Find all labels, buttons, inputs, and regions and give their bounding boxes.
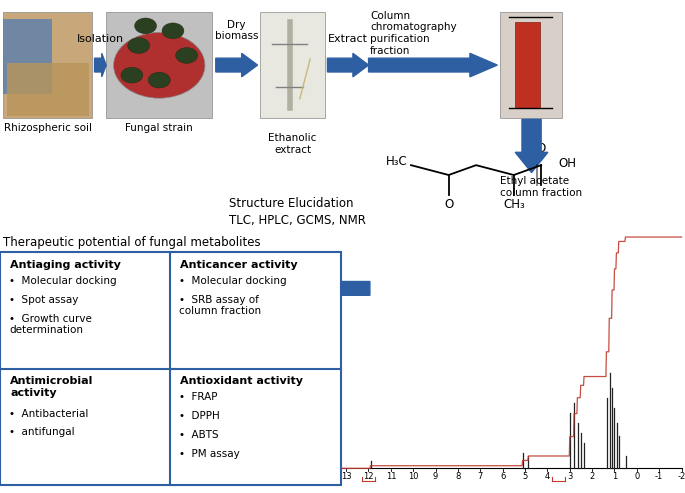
- Text: 8: 8: [456, 472, 460, 481]
- Text: Column
chromatography
purification
fraction: Column chromatography purification fract…: [370, 11, 456, 56]
- Text: 14: 14: [319, 472, 329, 481]
- Text: Structure Elucidation
TLC, HPLC, GCMS, NMR: Structure Elucidation TLC, HPLC, GCMS, N…: [229, 197, 366, 227]
- Text: Therapeutic potential of fungal metabolites: Therapeutic potential of fungal metaboli…: [3, 236, 261, 249]
- Text: Antiaging activity: Antiaging activity: [10, 260, 121, 270]
- Text: •  SRB assay of
column fraction: • SRB assay of column fraction: [179, 295, 261, 316]
- FancyBboxPatch shape: [500, 12, 562, 118]
- Text: 5: 5: [523, 472, 527, 481]
- Text: 13: 13: [341, 472, 351, 481]
- FancyBboxPatch shape: [3, 19, 53, 94]
- Text: Extract: Extract: [328, 35, 368, 44]
- Circle shape: [121, 68, 142, 83]
- Text: •  Antibacterial: • Antibacterial: [9, 409, 88, 419]
- Circle shape: [148, 72, 170, 88]
- Text: O: O: [536, 142, 546, 155]
- FancyBboxPatch shape: [106, 12, 212, 118]
- Text: Fungal strain: Fungal strain: [125, 123, 192, 133]
- Text: O: O: [444, 198, 453, 211]
- FancyBboxPatch shape: [170, 369, 341, 485]
- FancyBboxPatch shape: [260, 12, 325, 118]
- Text: 12: 12: [363, 472, 374, 481]
- Text: 4: 4: [545, 472, 550, 481]
- FancyBboxPatch shape: [3, 12, 92, 118]
- FancyBboxPatch shape: [515, 22, 540, 108]
- Text: •  antifungal: • antifungal: [9, 427, 75, 437]
- Text: •  Molecular docking: • Molecular docking: [179, 276, 286, 286]
- Text: Rhizospheric soil: Rhizospheric soil: [4, 123, 92, 133]
- Circle shape: [114, 33, 205, 98]
- Text: CH₃: CH₃: [503, 198, 525, 211]
- Text: ppm: ppm: [684, 472, 685, 481]
- Circle shape: [175, 48, 197, 64]
- Text: 7: 7: [477, 472, 483, 481]
- Text: •  ABTS: • ABTS: [179, 430, 219, 440]
- Text: 9: 9: [433, 472, 438, 481]
- Text: 6: 6: [500, 472, 506, 481]
- Circle shape: [127, 38, 149, 53]
- FancyBboxPatch shape: [170, 252, 341, 370]
- Text: Ethanolic
extract: Ethanolic extract: [269, 133, 316, 155]
- Circle shape: [134, 18, 156, 34]
- Circle shape: [162, 23, 184, 39]
- Text: •  PM assay: • PM assay: [179, 449, 240, 458]
- Text: -1: -1: [655, 472, 663, 481]
- FancyArrow shape: [369, 53, 497, 77]
- Text: •  DPPH: • DPPH: [179, 411, 219, 421]
- Text: 15: 15: [296, 472, 307, 481]
- FancyBboxPatch shape: [0, 369, 175, 485]
- FancyArrow shape: [216, 53, 258, 77]
- Text: OH: OH: [558, 157, 576, 170]
- Text: 2: 2: [590, 472, 595, 481]
- Text: 1: 1: [612, 472, 617, 481]
- Text: •  Growth curve
determination: • Growth curve determination: [9, 314, 92, 335]
- Text: H₃C: H₃C: [386, 155, 408, 168]
- FancyArrow shape: [243, 277, 370, 300]
- FancyBboxPatch shape: [0, 252, 175, 370]
- Text: -2: -2: [677, 472, 685, 481]
- Text: 11: 11: [386, 472, 396, 481]
- Text: Dry
biomass: Dry biomass: [214, 20, 258, 41]
- Text: •  Molecular docking: • Molecular docking: [9, 276, 116, 286]
- FancyArrow shape: [95, 53, 106, 77]
- FancyBboxPatch shape: [7, 63, 89, 116]
- Text: •  FRAP: • FRAP: [179, 392, 217, 402]
- Text: Isolation: Isolation: [77, 35, 123, 44]
- FancyArrow shape: [515, 119, 548, 173]
- Text: Anticancer activity: Anticancer activity: [180, 260, 298, 270]
- Text: Ethyl acetate
column fraction: Ethyl acetate column fraction: [500, 176, 582, 198]
- Text: 10: 10: [408, 472, 419, 481]
- Text: 3: 3: [567, 472, 573, 481]
- Text: Antimicrobial
activity: Antimicrobial activity: [10, 376, 94, 398]
- Text: •  Spot assay: • Spot assay: [9, 295, 78, 305]
- Text: 0: 0: [634, 472, 640, 481]
- FancyArrow shape: [327, 53, 369, 77]
- Text: Antioxidant activity: Antioxidant activity: [180, 376, 303, 386]
